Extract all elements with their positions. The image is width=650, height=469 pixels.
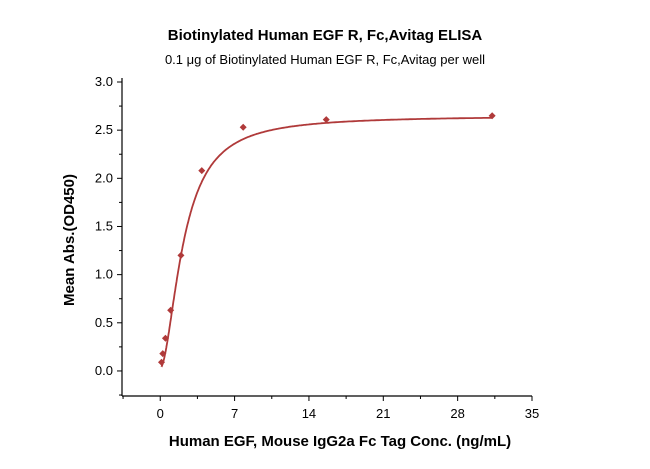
y-tick-label: 0.0 [95,363,113,378]
x-tick-label: 0 [157,406,164,421]
y-tick-label: 0.5 [95,315,113,330]
y-tick-label: 1.5 [95,218,113,233]
data-point [322,116,330,124]
y-axis-label: Mean Abs.(OD450) [61,174,78,306]
x-tick-label: 35 [525,406,539,421]
data-point [177,251,185,259]
x-axis-label: Human EGF, Mouse IgG2a Fc Tag Conc. (ng/… [169,433,511,450]
data-point [167,306,175,314]
x-tick-label: 7 [231,406,238,421]
x-tick-label: 28 [450,406,464,421]
x-tick-label: 21 [376,406,390,421]
data-point [488,112,496,120]
y-tick-label: 3.0 [95,74,113,89]
y-tick-label: 2.5 [95,122,113,137]
y-tick-label: 1.0 [95,267,113,282]
data-point [239,123,247,131]
data-point [159,350,167,358]
data-point [161,334,169,342]
y-tick-label: 2.0 [95,170,113,185]
data-point [158,358,166,366]
data-point [198,167,206,175]
chart-subtitle: 0.1 μg of Biotinylated Human EGF R, Fc,A… [165,52,485,67]
chart-title: Biotinylated Human EGF R, Fc,Avitag ELIS… [168,27,483,44]
x-tick-label: 14 [302,406,316,421]
fit-curve [160,116,493,368]
